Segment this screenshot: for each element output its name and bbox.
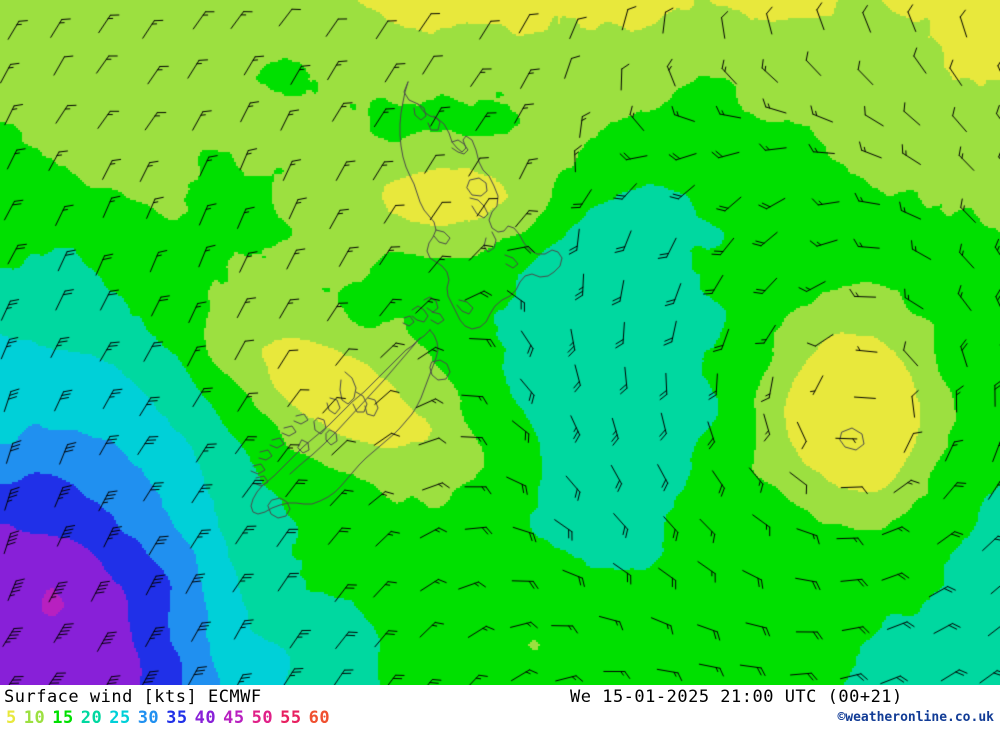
wind-speed-map[interactable] <box>0 0 1000 685</box>
map-title: Surface wind [kts] ECMWF <box>4 687 262 707</box>
legend-tick-30: 30 <box>137 708 160 728</box>
legend-tick-5: 5 <box>6 708 17 728</box>
copyright-notice: ©weatheronline.co.uk <box>837 710 994 725</box>
legend-tick-35: 35 <box>166 708 188 728</box>
legend-tick-40: 40 <box>194 708 217 728</box>
legend-tick-10: 10 <box>23 708 46 728</box>
legend-tick-55: 55 <box>280 708 302 728</box>
legend-scale: 5 10 15 20 25 30 35 40 45 50 55 60 <box>6 708 337 728</box>
wind-speed-canvas[interactable] <box>0 0 1000 685</box>
legend-tick-45: 45 <box>223 708 245 728</box>
legend-tick-60: 60 <box>308 708 331 728</box>
legend-tick-50: 50 <box>251 708 274 728</box>
legend-tick-25: 25 <box>109 708 131 728</box>
map-footer: Surface wind [kts] ECMWF We 15-01-2025 2… <box>0 685 1000 733</box>
valid-datetime: We 15-01-2025 21:00 UTC (00+21) <box>570 687 903 707</box>
legend-tick-15: 15 <box>52 708 74 728</box>
legend-tick-20: 20 <box>80 708 103 728</box>
